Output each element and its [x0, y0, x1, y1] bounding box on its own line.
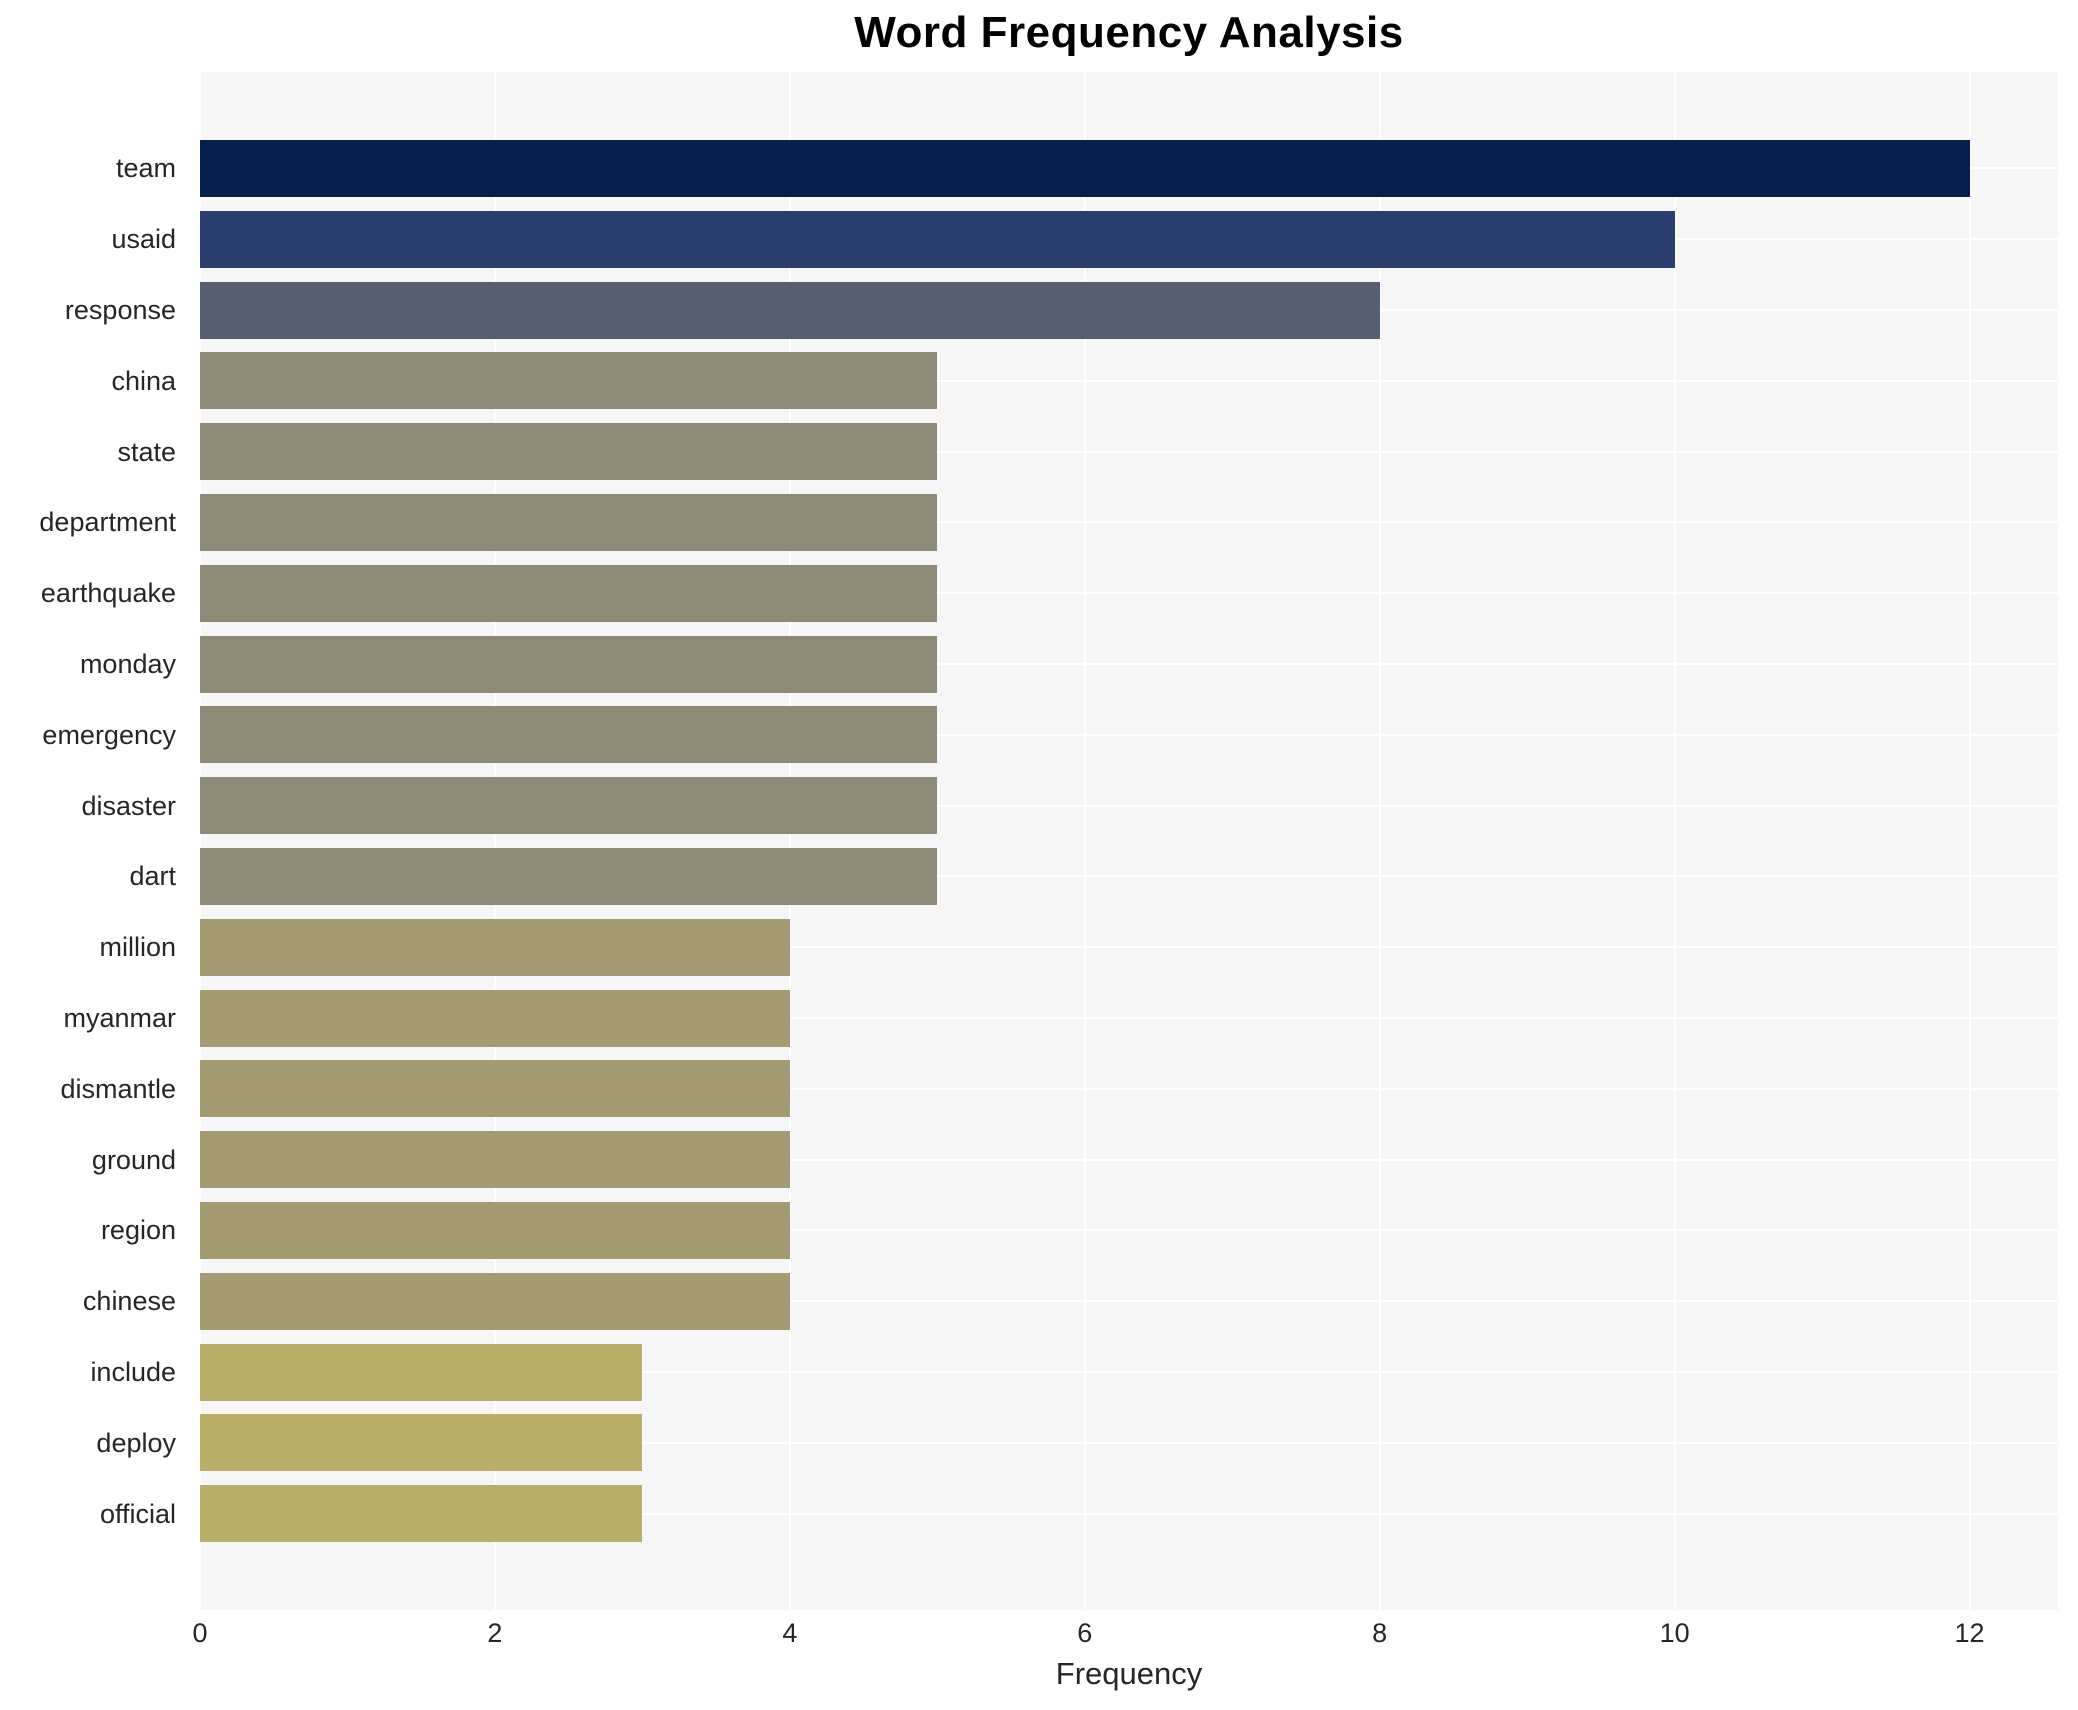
- y-tick-label-include: include: [90, 1357, 176, 1387]
- x-gridline-6: [1083, 72, 1086, 1610]
- y-gridline-chinese: [200, 1300, 2058, 1303]
- x-tick-label-0: 0: [192, 1618, 208, 1648]
- bar-dart: [200, 847, 938, 905]
- y-gridline-earthquake: [200, 592, 2058, 595]
- y-tick-label-region: region: [100, 1215, 176, 1246]
- y-tick-label-usaid: usaid: [111, 224, 176, 255]
- y-tick-label-official: official: [99, 1498, 176, 1529]
- y-tick-label-chinese: chinese: [82, 1286, 176, 1317]
- bar-usaid: [200, 210, 1675, 268]
- bar-myanmar: [200, 989, 790, 1047]
- bar-chinese: [200, 1272, 790, 1330]
- y-tick-label-disaster: disaster: [81, 790, 176, 821]
- y-gridline-dart: [200, 875, 2058, 878]
- x-tick-label-6: 6: [1077, 1618, 1093, 1648]
- y-tick-label-ground: ground: [91, 1144, 176, 1175]
- y-gridline-deploy: [200, 1441, 2058, 1444]
- bar-region: [200, 1201, 790, 1259]
- bar-ground: [200, 1131, 790, 1189]
- y-tick-label-deploy: deploy: [96, 1427, 176, 1458]
- y-gridline-include: [200, 1371, 2058, 1373]
- y-tick-label-state: state: [117, 436, 176, 467]
- x-tick-label-8: 8: [1372, 1618, 1388, 1648]
- bar-team: [200, 139, 1970, 197]
- bar-state: [200, 423, 938, 481]
- x-gridline-0: [199, 72, 201, 1610]
- y-tick-label-monday: monday: [79, 649, 176, 679]
- y-gridline-china: [200, 379, 2058, 382]
- y-gridline-ground: [200, 1158, 2058, 1161]
- bar-earthquake: [200, 564, 938, 622]
- x-gridline-4: [788, 72, 791, 1610]
- y-tick-label-dismantle: dismantle: [60, 1073, 176, 1104]
- bar-monday: [200, 635, 938, 693]
- chart-title: Word Frequency Analysis: [854, 8, 1404, 57]
- bar-official: [200, 1485, 643, 1543]
- y-gridline-monday: [200, 663, 2058, 665]
- plot-area: [199, 72, 2058, 1610]
- x-axis-label: Frequency: [1055, 1656, 1203, 1691]
- y-gridline-myanmar: [200, 1017, 2058, 1019]
- y-gridline-official: [200, 1512, 2058, 1515]
- y-tick-label-department: department: [39, 507, 176, 538]
- y-gridline-state: [200, 450, 2058, 453]
- bar-dismantle: [200, 1060, 790, 1118]
- x-tick-label-2: 2: [487, 1618, 503, 1648]
- y-tick-label-china: china: [111, 365, 176, 396]
- bar-disaster: [200, 777, 938, 835]
- y-gridline-region: [200, 1229, 2058, 1232]
- x-tick-label-12: 12: [1954, 1618, 1985, 1648]
- bar-million: [200, 918, 790, 976]
- x-tick-label-10: 10: [1659, 1618, 1690, 1648]
- x-gridline-10: [1673, 72, 1676, 1610]
- x-gridline-2: [493, 72, 496, 1610]
- x-gridline-12: [1968, 72, 1971, 1610]
- y-tick-label-emergency: emergency: [42, 719, 176, 750]
- y-tick-label-team: team: [115, 153, 176, 184]
- bar-deploy: [200, 1414, 643, 1472]
- y-gridline-emergency: [200, 733, 2058, 736]
- y-gridline-dismantle: [200, 1087, 2058, 1090]
- y-tick-label-response: response: [64, 295, 176, 325]
- bar-china: [200, 352, 938, 410]
- y-axis-labels: team usaid response china state department ear…: [0, 72, 188, 1610]
- y-tick-label-dart: dart: [129, 861, 176, 892]
- bar-emergency: [200, 706, 938, 764]
- y-tick-label-million: million: [99, 932, 176, 963]
- x-axis-ticks: 0 2 4 6 8 10 12: [192, 1610, 2058, 1654]
- y-tick-label-earthquake: earthquake: [40, 578, 176, 609]
- y-gridline-department: [200, 521, 2058, 524]
- bar-include: [200, 1343, 643, 1401]
- x-tick-label-4: 4: [782, 1618, 798, 1648]
- y-tick-label-myanmar: myanmar: [63, 1003, 176, 1033]
- x-gridline-8: [1378, 72, 1381, 1610]
- bar-response: [200, 281, 1380, 339]
- bar-department: [200, 493, 938, 551]
- y-gridline-million: [200, 946, 2058, 949]
- y-gridline-disaster: [200, 804, 2058, 807]
